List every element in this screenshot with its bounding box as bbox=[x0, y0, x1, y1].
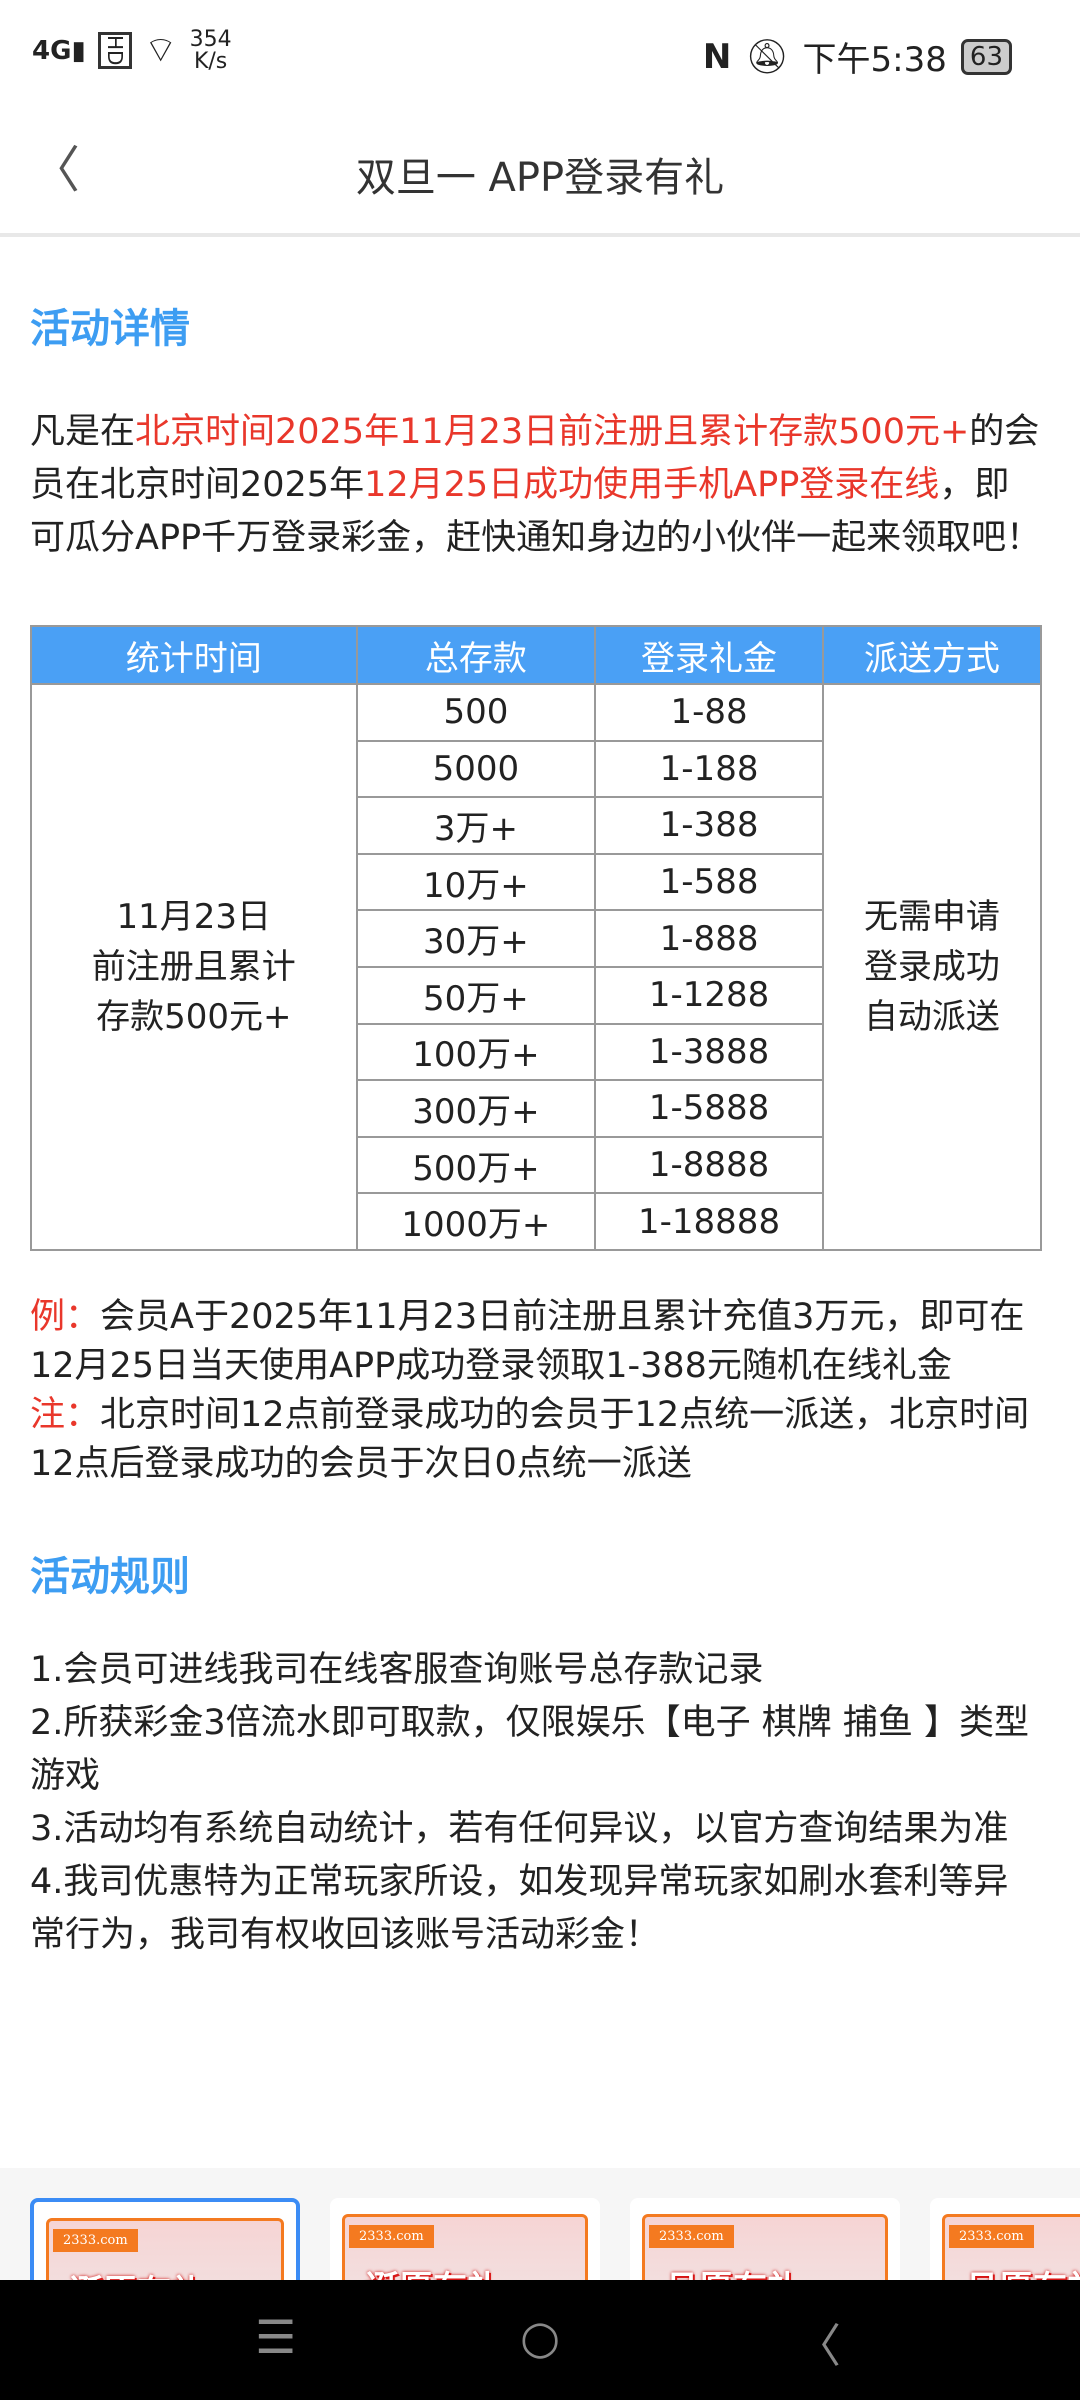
mute-icon: 🔕︎ bbox=[745, 36, 789, 77]
table-row: 500万+ 1-8888 bbox=[31, 1135, 1041, 1195]
table-row: 1000万+ 1-18888 bbox=[31, 1192, 1041, 1251]
example-label: 例： bbox=[30, 1296, 101, 1337]
signal-icon: 4G▮ bbox=[32, 35, 86, 66]
period-line: 11月23日 bbox=[116, 896, 272, 937]
promo-site: 2333.com bbox=[53, 2229, 138, 2252]
table-row: 10万+ 1-588 bbox=[31, 852, 1041, 912]
promo-title: 诞愿有礼 bbox=[365, 2261, 501, 2280]
content: 活动详情 凡是在北京时间2025年11月23日前注册且累计存款500元+的会员在… bbox=[30, 241, 1043, 1962]
note-label: 注： bbox=[30, 1394, 101, 1435]
rule-item: 1.会员可进线我司在线客服查询账号总存款记录 bbox=[30, 1649, 764, 1690]
promo-image: 2333.com 旦愿有礼 bbox=[942, 2214, 1080, 2280]
promo-image: 2333.com 诞愿有礼 bbox=[342, 2214, 588, 2280]
method-line: 无需申请 bbox=[863, 896, 1000, 937]
table-row: 30万+ 1-888 bbox=[31, 909, 1041, 968]
promo-image: 2333.com 旦愿有礼 bbox=[642, 2214, 888, 2280]
period-cell: 11月23日 前注册且累计 存款500元+ bbox=[30, 683, 358, 1251]
method-line: 自动派送 bbox=[863, 996, 1000, 1037]
deposit-cell: 500 bbox=[355, 683, 597, 742]
promo-thumbnail[interactable]: 2333.com 旦愿有礼 bbox=[930, 2198, 1080, 2280]
column-header: 统计时间 bbox=[30, 625, 358, 685]
deposit-cell: 10万+ bbox=[355, 852, 597, 912]
back-button[interactable]: 〈 bbox=[30, 141, 80, 199]
promo-thumbnail[interactable]: 2333.com 旦愿有礼 bbox=[630, 2198, 900, 2280]
rule-item: 2.所获彩金3倍流水即可取款，仅限娱乐【电子 棋牌 捕鱼 】类型游戏 bbox=[30, 1702, 1030, 1796]
bonus-cell: 1-388 bbox=[594, 796, 824, 855]
deposit-cell: 50万+ bbox=[355, 965, 597, 1025]
intro-segment: 北京时间2025年11月23日前注册且累计存款500元+ bbox=[135, 412, 970, 452]
details-heading: 活动详情 bbox=[30, 306, 190, 352]
deposit-cell: 300万+ bbox=[355, 1079, 597, 1138]
promo-thumbnail-strip[interactable]: 2333.com诞愿有礼2333.com诞愿有礼2333.com旦愿有礼2333… bbox=[0, 2168, 1080, 2280]
intro-segment: 凡是在 bbox=[30, 412, 136, 452]
system-nav-bar: ☰ ○ 〈 bbox=[0, 2280, 1080, 2400]
promo-thumbnail[interactable]: 2333.com 诞愿有礼 bbox=[30, 2198, 300, 2280]
page-title: 双旦一 APP登录有礼 bbox=[355, 155, 725, 201]
bonus-cell: 1-588 bbox=[594, 852, 824, 912]
hd-icon: HD bbox=[97, 32, 132, 69]
table-row: 50万+ 1-1288 bbox=[31, 965, 1041, 1025]
deposit-cell: 500万+ bbox=[355, 1135, 597, 1195]
column-header: 登录礼金 bbox=[594, 625, 824, 685]
status-bar: 4G▮ HD ⌔ 354 K/s N 🔕︎ 下午5:38 63 bbox=[0, 0, 1080, 105]
period-line: 存款500元+ bbox=[96, 996, 292, 1037]
deposit-cell: 100万+ bbox=[355, 1022, 597, 1082]
table-row: 5000 1-188 bbox=[31, 739, 1041, 799]
promo-site: 2333.com bbox=[949, 2225, 1034, 2248]
app-header: 〈 双旦一 APP登录有礼 bbox=[0, 105, 1080, 237]
promo-site: 2333.com bbox=[349, 2225, 434, 2248]
system-back-button[interactable]: 〈 bbox=[795, 2319, 841, 2373]
rule-item: 4.我司优惠特为正常玩家所设，如发现异常玩家如刷水套利等异常行为，我司有权收回该… bbox=[30, 1861, 1009, 1955]
example-text: 会员A于2025年11月23日前注册且累计充值3万元，即可在12月25日当天使用… bbox=[30, 1296, 1025, 1386]
recents-button[interactable]: ☰ bbox=[255, 2310, 297, 2364]
bonus-cell: 1-188 bbox=[594, 739, 824, 799]
bonus-cell: 1-5888 bbox=[594, 1079, 824, 1138]
table-row: 11月23日 前注册且累计 存款500元+ 500 1-88 无需申请 登录成功 自动派送 bbox=[30, 683, 1043, 1251]
reward-table: 统计时间 总存款 登录礼金 派送方式 11月23日 前注册且累计 存款500元+ 500 1-… bbox=[30, 625, 1043, 1251]
bonus-cell: 1-1288 bbox=[594, 965, 824, 1025]
column-header: 总存款 bbox=[355, 625, 597, 685]
rules-heading: 活动规则 bbox=[30, 1553, 190, 1600]
intro-text: 凡是在北京时间2025年11月23日前注册且累计存款500元+的会员在北京时间2… bbox=[30, 406, 1042, 565]
column-header: 派送方式 bbox=[821, 625, 1043, 685]
rules-list: 1.会员可进线我司在线客服查询账号总存款记录 2.所获彩金3倍流水即可取款，仅限… bbox=[30, 1644, 1042, 1962]
notes: 例：会员A于2025年11月23日前注册且累计充值3万元，即可在12月25日当天… bbox=[30, 1293, 1042, 1489]
table-row: 300万+ 1-5888 bbox=[31, 1079, 1041, 1138]
bonus-cell: 1-18888 bbox=[594, 1192, 824, 1251]
network-speed: 354 K/s bbox=[189, 26, 232, 74]
bonus-cell: 1-8888 bbox=[594, 1135, 824, 1195]
deposit-cell: 3万+ bbox=[355, 796, 597, 855]
intro-segment: ，即可瓜分APP千万登录彩金，赶快通知身边的小伙伴一起来领取吧！ bbox=[30, 465, 1042, 558]
deposit-cell: 5000 bbox=[355, 739, 597, 799]
wifi-icon: ⌔ bbox=[143, 30, 178, 71]
home-button[interactable]: ○ bbox=[520, 2310, 561, 2364]
period-line: 前注册且累计 bbox=[91, 946, 296, 987]
deposit-cell: 30万+ bbox=[355, 909, 597, 968]
promo-image: 2333.com 诞愿有礼 bbox=[46, 2218, 284, 2280]
deposit-cell: 1000万+ bbox=[355, 1192, 597, 1251]
promo-thumbnail[interactable]: 2333.com 诞愿有礼 bbox=[330, 2198, 600, 2280]
method-cell: 无需申请登录成功自动派送 bbox=[821, 683, 1043, 1251]
promo-title: 旦愿有礼 bbox=[665, 2261, 801, 2280]
bonus-cell: 1-3888 bbox=[594, 1022, 824, 1082]
rule-item: 3.活动均有系统自动统计，若有任何异议，以官方查询结果为准 bbox=[30, 1808, 1009, 1849]
battery-icon: 63 bbox=[960, 38, 1012, 75]
promo-title: 诞愿有礼 bbox=[69, 2265, 205, 2280]
promo-title: 旦愿有礼 bbox=[965, 2261, 1080, 2280]
table-row: 100万+ 1-3888 bbox=[31, 1022, 1041, 1082]
nfc-icon: N bbox=[702, 36, 732, 77]
note-text: 北京时间12点前登录成功的会员于12点统一派送，北京时间12点后登录成功的会员于… bbox=[30, 1394, 1030, 1484]
clock: 下午5:38 bbox=[802, 40, 947, 80]
intro-segment: 12月25日成功使用手机APP登录在线 bbox=[364, 465, 940, 505]
method-line: 登录成功 bbox=[863, 946, 1000, 987]
bonus-cell: 1-88 bbox=[594, 683, 824, 742]
intro-segment: 的会员在北京时间2025年 bbox=[30, 412, 1040, 505]
promo-site: 2333.com bbox=[649, 2225, 734, 2248]
table-row: 3万+ 1-388 bbox=[31, 796, 1041, 855]
bonus-cell: 1-888 bbox=[594, 909, 824, 968]
